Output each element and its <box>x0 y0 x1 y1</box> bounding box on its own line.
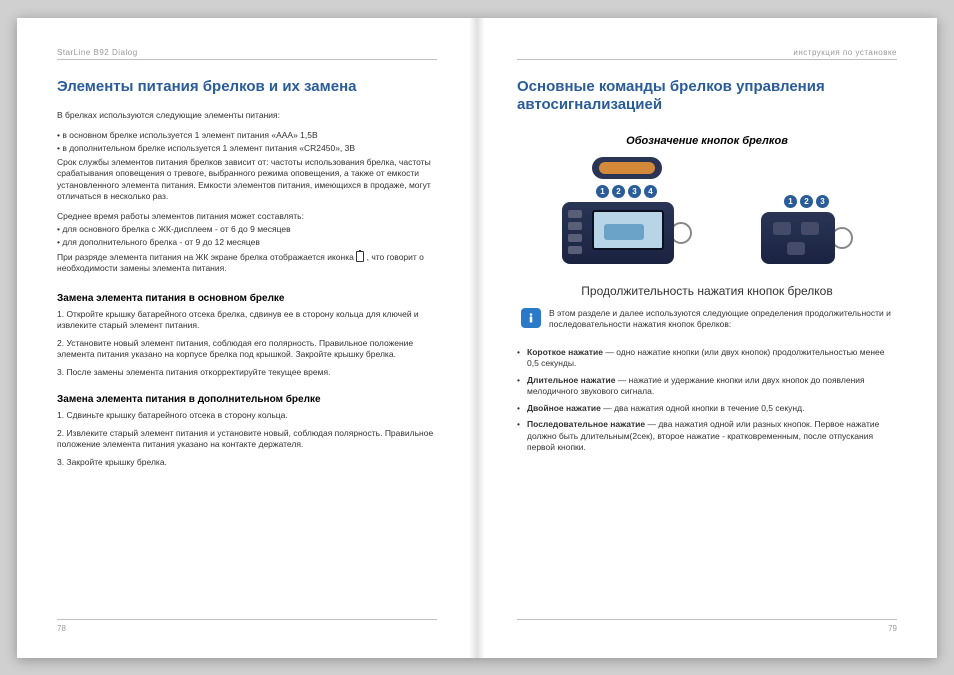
press-duration-heading: Продолжительность нажатия кнопок брелков <box>517 284 897 298</box>
right-page: инструкция по установке Основные команды… <box>477 18 937 658</box>
small-fob-accent <box>599 162 655 174</box>
intro-para: В брелках используются следующие элемент… <box>57 110 437 121</box>
low-battery-para: При разряде элемента питания на ЖК экран… <box>57 251 437 275</box>
avg-time-item: для дополнительного брелка - от 9 до 12 … <box>57 237 437 248</box>
badge: 2 <box>612 185 625 198</box>
footer-rule <box>517 619 897 620</box>
low-battery-text-a: При разряде элемента питания на ЖК экран… <box>57 252 356 262</box>
main-fob <box>562 202 692 264</box>
info-icon <box>521 308 541 328</box>
right-title: Основные команды брелков управления авто… <box>517 78 897 116</box>
lcd-screen <box>592 210 664 250</box>
aux-button <box>787 242 805 255</box>
aux-badges: 1 2 3 <box>784 195 829 208</box>
def-term: Длительное нажатие <box>527 375 615 385</box>
battery-item: в дополнительном брелке используется 1 э… <box>57 143 437 154</box>
fobs-illustration: 1 2 3 4 1 2 3 <box>527 157 887 264</box>
battery-list: в основном брелке используется 1 элемент… <box>57 130 437 157</box>
info-text: В этом разделе и далее используются след… <box>549 308 893 331</box>
left-title: Элементы питания брелков и их замена <box>57 78 437 97</box>
avg-time-item: для основного брелка с ЖК-дисплеем - от … <box>57 224 437 235</box>
left-header: StarLine B92 Dialog <box>57 48 437 57</box>
replace-main-heading: Замена элемента питания в основном брелк… <box>57 293 437 304</box>
main-badges: 1 2 3 4 <box>596 185 657 198</box>
footer-rule <box>57 619 437 620</box>
aux-fob <box>761 212 853 264</box>
definition-item: Двойное нажатие — два нажатия одной кноп… <box>517 403 897 414</box>
avg-time-para: Среднее время работы элементов питания м… <box>57 211 437 222</box>
left-footer: 78 <box>57 619 437 633</box>
badge: 4 <box>644 185 657 198</box>
step: 2. Извлеките старый элемент питания и ус… <box>57 428 437 451</box>
step: 1. Откройте крышку батарейного отсека бр… <box>57 309 437 332</box>
def-desc: — два нажатия одной кнопки в течение 0,5… <box>601 403 805 413</box>
right-header: инструкция по установке <box>517 48 897 57</box>
small-fob-top <box>592 157 662 179</box>
service-life-para: Срок службы элементов питания брелков за… <box>57 157 437 203</box>
battery-item: в основном брелке используется 1 элемент… <box>57 130 437 141</box>
battery-icon <box>356 251 364 262</box>
badge: 1 <box>596 185 609 198</box>
main-fob-body <box>562 202 674 264</box>
main-fob-column: 1 2 3 4 <box>562 157 692 264</box>
step: 2. Установите новый элемент питания, соб… <box>57 338 437 361</box>
info-block: В этом разделе и далее используются след… <box>517 308 897 337</box>
page-number-right: 79 <box>517 624 897 633</box>
badge: 1 <box>784 195 797 208</box>
aux-fob-body <box>761 212 835 264</box>
main-fob-side-buttons <box>568 210 582 254</box>
definition-item: Длительное нажатие — нажатие и удержание… <box>517 375 897 398</box>
aux-fob-column: 1 2 3 <box>761 195 853 264</box>
def-term: Последовательное нажатие <box>527 419 645 429</box>
def-term: Короткое нажатие <box>527 347 603 357</box>
definition-item: Короткое нажатие — одно нажатие кнопки (… <box>517 347 897 370</box>
header-rule <box>57 59 437 60</box>
step: 3. Закройте крышку брелка. <box>57 457 437 468</box>
aux-button <box>773 222 791 235</box>
def-term: Двойное нажатие <box>527 403 601 413</box>
badge: 3 <box>816 195 829 208</box>
left-page: StarLine B92 Dialog Элементы питания бре… <box>17 18 477 658</box>
definition-item: Последовательное нажатие — два нажатия о… <box>517 419 897 453</box>
step: 3. После замены элемента питания откорре… <box>57 367 437 378</box>
page-spread: StarLine B92 Dialog Элементы питания бре… <box>17 18 937 658</box>
definitions-list: Короткое нажатие — одно нажатие кнопки (… <box>517 347 897 459</box>
badge: 3 <box>628 185 641 198</box>
replace-aux-heading: Замена элемента питания в дополнительном… <box>57 394 437 405</box>
avg-time-list: для основного брелка с ЖК-дисплеем - от … <box>57 224 437 251</box>
buttons-subheading: Обозначение кнопок брелков <box>517 135 897 147</box>
right-footer: 79 <box>517 619 897 633</box>
badge: 2 <box>800 195 813 208</box>
header-rule <box>517 59 897 60</box>
aux-button <box>801 222 819 235</box>
page-number-left: 78 <box>57 624 437 633</box>
step: 1. Сдвиньте крышку батарейного отсека в … <box>57 410 437 421</box>
